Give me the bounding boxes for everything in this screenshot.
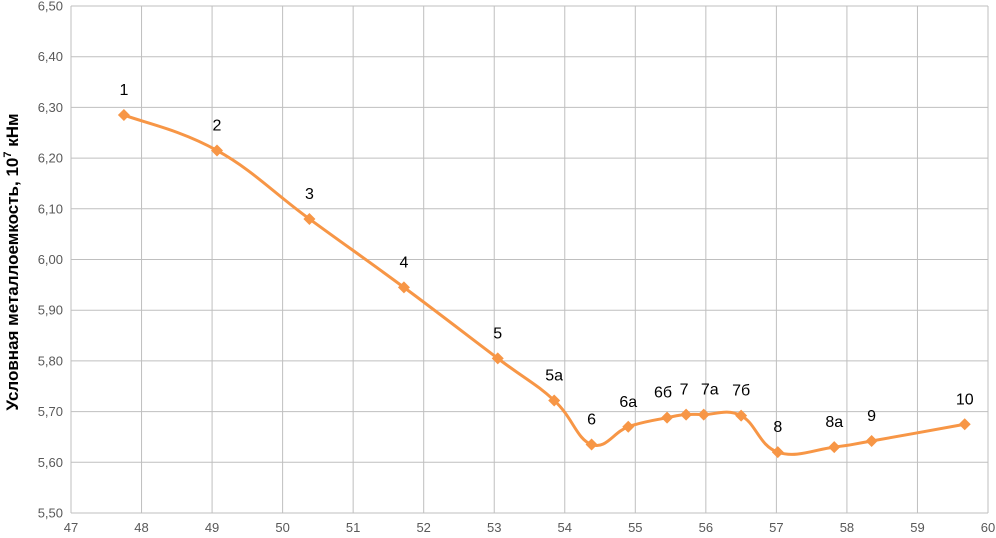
data-point-marker — [397, 281, 410, 294]
data-point-label: 4 — [399, 254, 408, 271]
x-tick-label: 57 — [769, 520, 783, 535]
y-tick-label: 6,20 — [38, 151, 63, 166]
data-point-label: 8 — [773, 419, 782, 436]
data-point-label: 8а — [825, 414, 843, 431]
x-tick-label: 52 — [416, 520, 430, 535]
y-tick-label: 5,60 — [38, 455, 63, 470]
y-tick-label: 6,50 — [38, 0, 63, 14]
data-point-label: 6б — [654, 385, 672, 402]
y-tick-label: 6,40 — [38, 49, 63, 64]
grid — [70, 5, 989, 514]
y-tick-label: 6,10 — [38, 201, 63, 216]
y-tick-label: 5,80 — [38, 353, 63, 368]
data-point-marker — [958, 418, 971, 431]
point-labels: 1 2 3 4 5 5а 6 6а 6б 7 7а 7б 8 8а 9 10 — [119, 82, 973, 436]
data-point-marker — [117, 109, 130, 122]
x-tick-label: 56 — [699, 520, 713, 535]
y-tick-label: 5,90 — [38, 303, 63, 318]
data-point-marker — [735, 409, 748, 422]
data-point-label: 3 — [305, 186, 314, 203]
data-point-label: 6 — [587, 412, 596, 429]
y-tick-label: 6,30 — [38, 100, 63, 115]
y-axis-title: Условная металлоемкость, 107 кНм — [2, 113, 22, 410]
data-point-label: 1 — [119, 82, 128, 99]
axes: 47 48 49 50 51 52 53 54 55 56 57 58 59 605,505,605,70… — [38, 0, 996, 535]
x-tick-label: 51 — [346, 520, 360, 535]
data-point-marker — [585, 438, 598, 451]
data-point-label: 7а — [701, 382, 719, 399]
series-line — [122, 113, 967, 456]
series-markers — [117, 109, 971, 459]
data-point-marker — [661, 411, 674, 424]
x-tick-label: 50 — [275, 520, 289, 535]
data-point-label: 7 — [680, 382, 689, 399]
y-tick-label: 5,70 — [38, 404, 63, 419]
data-point-marker — [548, 394, 561, 407]
data-point-marker — [622, 420, 635, 433]
x-tick-label: 60 — [981, 520, 995, 535]
x-tick-label: 54 — [558, 520, 572, 535]
x-tick-label: 53 — [487, 520, 501, 535]
data-point-label: 7б — [732, 383, 750, 400]
x-tick-label: 49 — [205, 520, 219, 535]
x-tick-label: 48 — [134, 520, 148, 535]
y-tick-label: 5,50 — [38, 506, 63, 521]
data-point-marker — [491, 352, 504, 365]
data-point-marker — [697, 408, 710, 421]
data-point-label: 5а — [545, 367, 563, 384]
data-point-marker — [211, 144, 224, 157]
data-point-marker — [865, 435, 878, 448]
data-point-marker — [828, 441, 841, 454]
y-tick-label: 6,00 — [38, 252, 63, 267]
data-point-marker — [771, 446, 784, 459]
x-tick-label: 47 — [64, 520, 78, 535]
data-point-label: 6а — [619, 394, 637, 411]
data-point-label: 10 — [956, 391, 974, 408]
data-point-label: 2 — [213, 117, 222, 134]
data-point-marker — [680, 408, 693, 421]
x-tick-label: 55 — [628, 520, 642, 535]
x-tick-label: 59 — [910, 520, 924, 535]
data-point-label: 5 — [493, 325, 502, 342]
data-point-marker — [303, 212, 316, 225]
data-point-label: 9 — [867, 408, 876, 425]
x-tick-label: 58 — [840, 520, 854, 535]
